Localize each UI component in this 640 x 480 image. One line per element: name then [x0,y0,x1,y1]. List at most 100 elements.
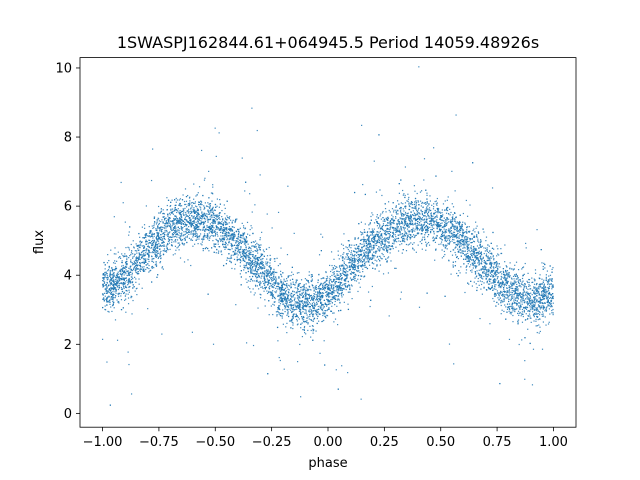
scatter-point [178,199,180,201]
scatter-point [527,310,529,312]
scatter-point [238,241,241,244]
scatter-point [509,312,511,314]
scatter-point [342,265,344,267]
scatter-point [435,200,437,202]
scatter-point [289,294,291,296]
scatter-point [102,286,104,288]
scatter-point [517,292,519,295]
scatter-point [429,195,431,197]
scatter-point [412,228,414,231]
scatter-point [483,247,485,249]
scatter-point [419,216,421,218]
scatter-point [354,275,356,277]
scatter-point [183,225,186,227]
scatter-point [259,297,262,299]
scatter-point [440,216,443,218]
scatter-point [240,241,242,244]
scatter-point [489,261,491,263]
scatter-point [202,214,205,216]
scatter-point [297,302,299,305]
scatter-point [363,276,365,278]
scatter-point [342,294,344,296]
scatter-point [339,273,341,275]
scatter-point [130,243,132,246]
scatter-point [433,227,435,230]
scatter-point [364,266,366,269]
scatter-point [124,253,126,255]
scatter-point [406,236,409,238]
scatter-point [263,273,265,275]
scatter-point [389,222,392,225]
scatter-point [369,234,372,236]
scatter-point [184,203,186,206]
scatter-point [368,224,370,226]
scatter-point [522,280,524,282]
scatter-point [404,232,406,234]
scatter-point [540,283,543,285]
scatter-point [511,304,513,306]
scatter-point [398,240,400,242]
scatter-point [302,305,304,307]
scatter-point [204,207,206,209]
scatter-point [334,278,336,281]
scatter-point [308,309,310,311]
scatter-point [148,254,150,256]
scatter-point [537,318,539,321]
scatter-point [258,248,261,250]
scatter-point [452,236,454,238]
scatter-point [162,250,164,252]
scatter-point [522,315,524,318]
scatter-point [493,282,495,284]
scatter-point [373,231,375,234]
scatter-point [544,296,546,298]
scatter-point [476,286,478,289]
scatter-point [171,225,173,227]
scatter-point [218,206,220,208]
scatter-point [490,257,492,259]
scatter-point [192,233,195,236]
scatter-point [533,305,535,308]
scatter-point [178,236,180,239]
scatter-point [378,237,380,239]
scatter-point [245,264,248,266]
scatter-point [445,222,447,224]
scatter-point [468,283,470,285]
scatter-point [215,225,217,228]
scatter-point [527,298,529,300]
scatter-point [173,210,176,212]
scatter-point [268,287,270,289]
scatter-point [287,311,289,313]
scatter-point [195,216,197,219]
scatter-point [463,242,466,244]
scatter-point [498,254,500,256]
scatter-point [500,313,502,315]
scatter-point [211,209,214,211]
scatter-point [430,220,433,222]
scatter-point [337,298,339,300]
scatter-point [400,202,402,204]
scatter-point [359,257,361,260]
scatter-point [148,260,150,263]
scatter-point [193,222,195,224]
scatter-point [404,211,407,214]
scatter-point [200,238,203,240]
scatter-point [171,220,173,222]
scatter-point [195,210,197,212]
scatter-point [506,282,508,284]
scatter-point [154,248,156,250]
scatter-point [266,278,269,280]
scatter-point [120,271,122,273]
scatter-point [334,282,336,284]
scatter-point [277,282,279,284]
scatter-point [171,245,173,247]
scatter-point [262,287,264,290]
scatter-point [493,258,495,260]
scatter-point [122,270,124,273]
scatter-point [247,250,249,252]
scatter-point [388,209,390,212]
scatter-point [140,257,143,259]
scatter-point [328,286,330,288]
scatter-point [426,213,429,215]
scatter-point [183,231,185,233]
scatter-point [513,278,515,280]
